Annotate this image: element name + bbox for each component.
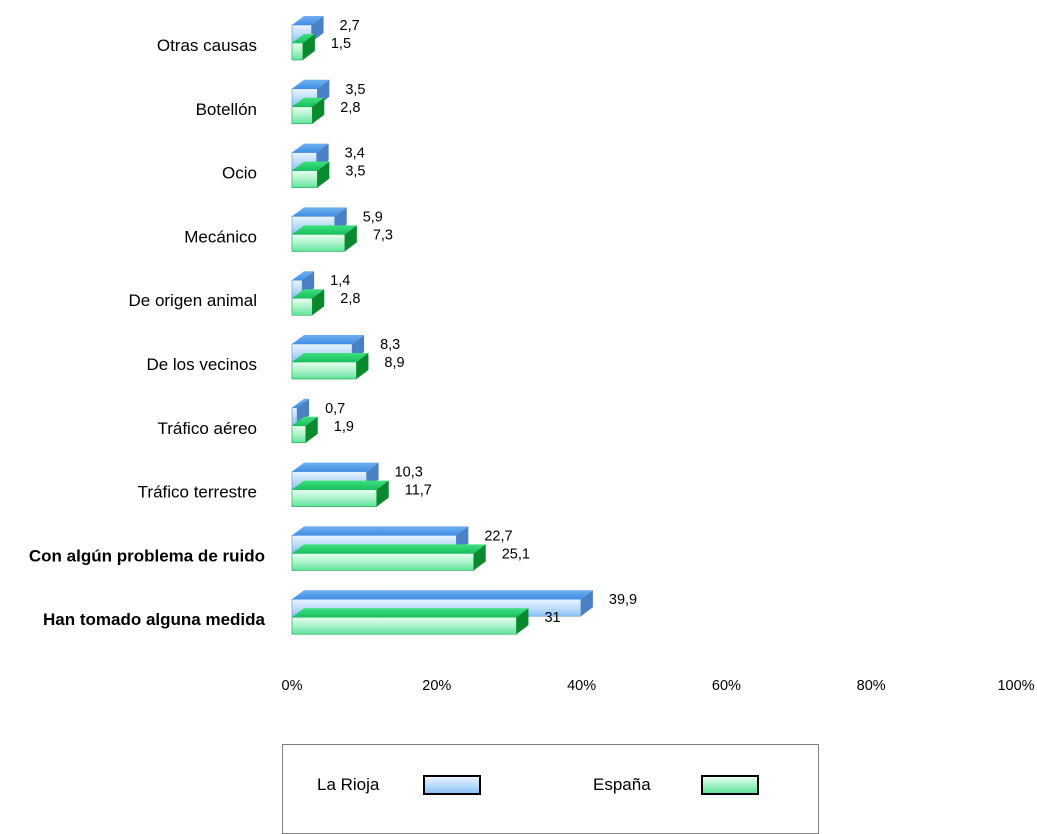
x-tick-label: 60% xyxy=(712,678,741,694)
category-label-de-los-vecinos: De los vecinos xyxy=(146,355,257,374)
value-label-la-rioja-mecanico: 5,9 xyxy=(363,209,383,225)
bar-espana-trafico-aereo xyxy=(291,416,318,444)
legend-label-la-rioja: La Rioja xyxy=(317,775,380,794)
bar-espana-con-algun-problema-de-ruido xyxy=(291,544,486,571)
bar-espana-botellon xyxy=(291,97,325,125)
legend-item-espana: España xyxy=(593,775,759,795)
value-label-la-rioja-botellon: 3,5 xyxy=(345,82,365,98)
legend-label-espana: España xyxy=(593,775,651,794)
bar-espana-han-tomado-alguna-medida xyxy=(291,608,529,635)
value-label-espana-con-algun-problema-de-ruido: 25,1 xyxy=(502,546,530,562)
category-label-trafico-terrestre: Tráfico terrestre xyxy=(138,483,257,502)
category-label-ocio: Ocio xyxy=(222,164,257,183)
x-tick-label: 100% xyxy=(997,678,1034,694)
value-label-espana-de-origen-animal: 2,8 xyxy=(340,291,360,307)
bar-espana-otras-causas xyxy=(291,34,315,61)
value-label-espana-mecanico: 7,3 xyxy=(373,227,393,243)
value-label-la-rioja-trafico-aereo: 0,7 xyxy=(325,401,345,417)
category-label-botellon: Botellón xyxy=(196,100,257,119)
value-label-espana-otras-causas: 1,5 xyxy=(331,36,351,52)
legend-item-la-rioja: La Rioja xyxy=(317,775,482,795)
bar-la-rioja-trafico-aereo xyxy=(291,398,310,426)
x-tick-label: 80% xyxy=(857,678,886,694)
legend-swatch-la-rioja xyxy=(423,775,482,795)
x-tick-label: 20% xyxy=(422,678,451,694)
value-label-la-rioja-de-los-vecinos: 8,3 xyxy=(380,337,400,353)
value-label-la-rioja-trafico-terrestre: 10,3 xyxy=(395,465,423,481)
value-label-la-rioja-ocio: 3,4 xyxy=(345,146,365,162)
value-label-la-rioja-con-algun-problema-de-ruido: 22,7 xyxy=(484,528,512,544)
legend-swatch-espana xyxy=(700,775,759,795)
value-label-espana-ocio: 3,5 xyxy=(345,164,365,180)
bar-espana-trafico-terrestre xyxy=(291,480,389,507)
value-label-espana-botellon: 2,8 xyxy=(340,100,360,116)
x-tick-label: 40% xyxy=(567,678,596,694)
bar-espana-de-origen-animal xyxy=(291,289,325,316)
bar-chart: Otras causas Botellón Ocio Mecánico De orige… xyxy=(29,16,1035,694)
category-label-otras-causas: Otras causas xyxy=(157,36,257,55)
category-label-de-origen-animal: De origen animal xyxy=(128,291,257,310)
category-label-con-algun-problema-de-ruido: Con algún problema de ruido xyxy=(29,546,265,565)
bar-espana-mecanico xyxy=(291,225,357,252)
category-label-mecanico: Mecánico xyxy=(184,227,257,246)
legend: La Rioja España xyxy=(282,744,819,834)
category-label-han-tomado-alguna-medida: Han tomado alguna medida xyxy=(43,610,266,629)
value-label-espana-han-tomado-alguna-medida: 31 xyxy=(544,610,560,626)
value-label-la-rioja-han-tomado-alguna-medida: 39,9 xyxy=(609,592,637,608)
value-label-espana-de-los-vecinos: 8,9 xyxy=(384,355,404,371)
bar-espana-de-los-vecinos xyxy=(291,353,369,380)
bar-espana-ocio xyxy=(291,161,330,188)
value-label-espana-trafico-aereo: 1,9 xyxy=(334,419,354,435)
value-label-espana-trafico-terrestre: 11,7 xyxy=(405,483,432,499)
category-label-trafico-aereo: Tráfico aéreo xyxy=(157,419,257,438)
x-tick-label: 0% xyxy=(282,678,303,694)
value-label-la-rioja-de-origen-animal: 1,4 xyxy=(330,273,350,289)
value-label-la-rioja-otras-causas: 2,7 xyxy=(340,18,360,34)
